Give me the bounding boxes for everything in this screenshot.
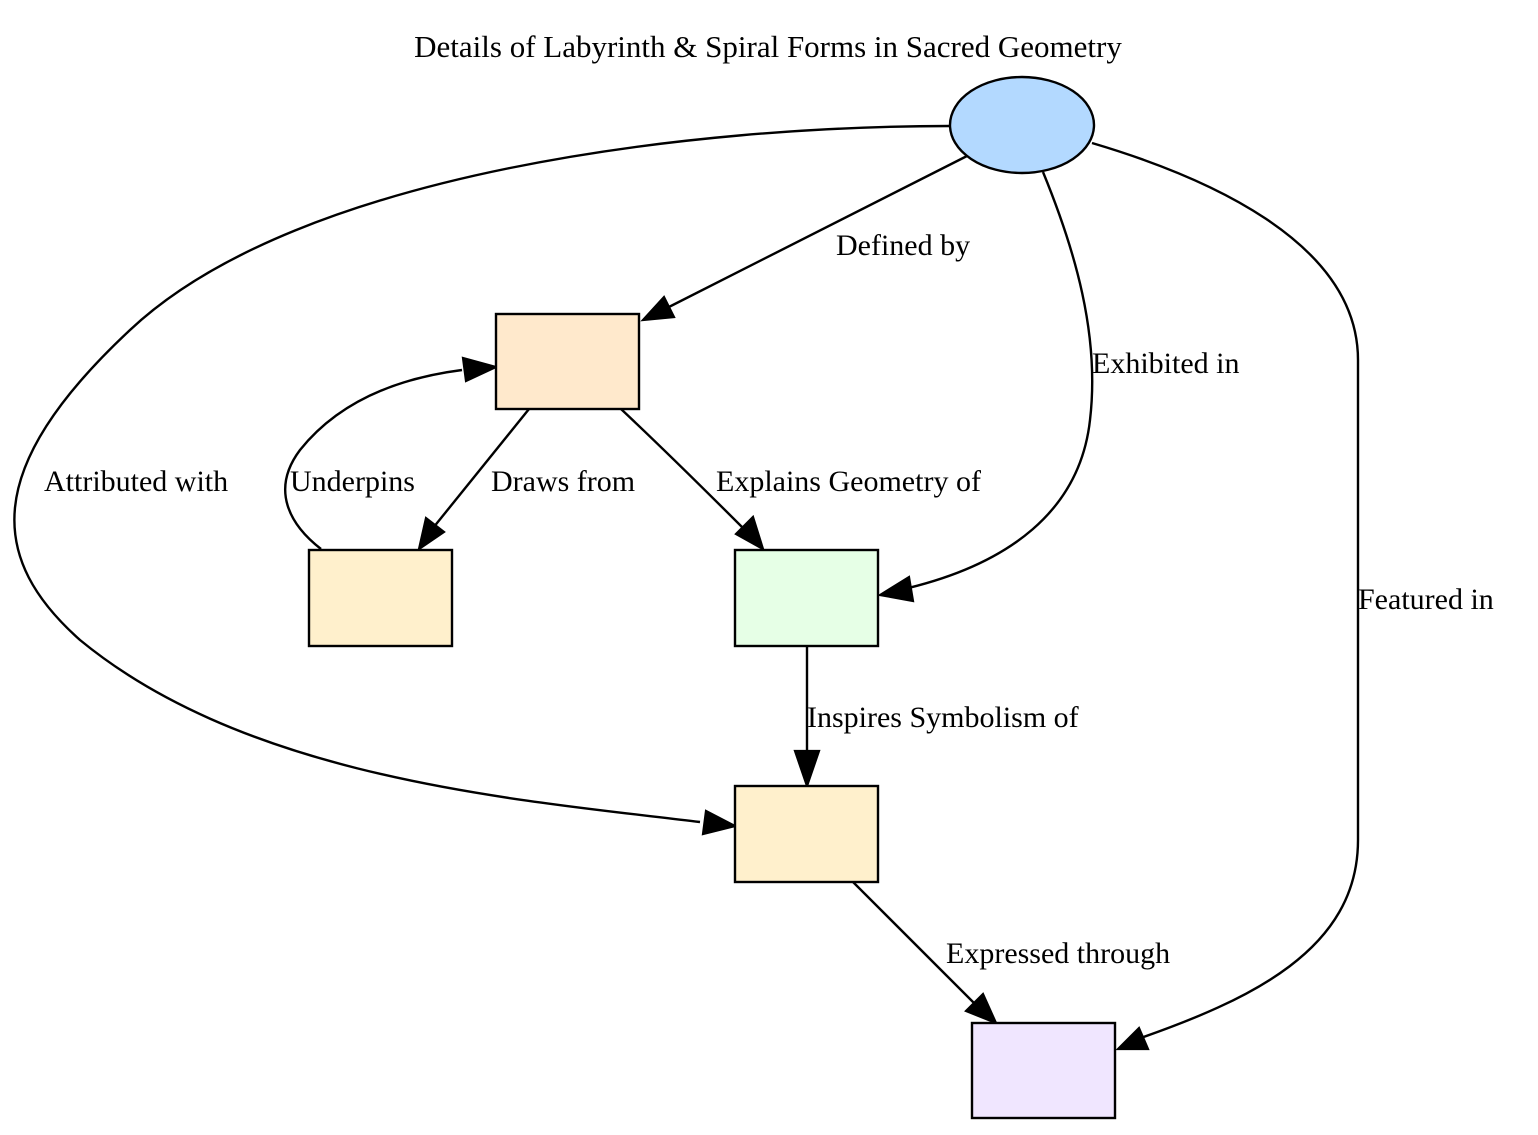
edge-expressed-through: Expressed through — [853, 882, 1170, 1023]
node-mathematics — [496, 314, 639, 409]
edge-label-draws-from: Draws from — [491, 465, 635, 498]
edge-explains-geometry-of: Explains Geometry of — [621, 409, 981, 549]
node-root — [950, 77, 1094, 173]
edge-draws-from: Draws from — [419, 409, 635, 549]
arrowhead — [880, 577, 913, 601]
arrowhead — [795, 751, 819, 786]
edge-label-attributed-with: Attributed with — [44, 465, 228, 498]
edge-label-expressed-through: Expressed through — [946, 937, 1170, 970]
edge-defined-by: Defined by — [643, 156, 970, 320]
diagram-title: Details of Labyrinth & Spiral Forms in S… — [414, 29, 1122, 64]
edge-label-exhibited-in: Exhibited in — [1092, 347, 1239, 380]
edge-label-inspires-symbolism-of: Inspires Symbolism of — [807, 701, 1079, 734]
arrowhead — [1118, 1028, 1148, 1049]
arrowhead — [736, 517, 763, 549]
node-symbolism — [735, 786, 878, 882]
edge-underpins: Underpins — [285, 358, 496, 549]
arrowhead — [643, 297, 674, 320]
edge-inspires-symbolism-of: Inspires Symbolism of — [795, 646, 1079, 786]
edge-label-explains-geometry-of: Explains Geometry of — [716, 465, 981, 498]
node-art-shape — [972, 1023, 1115, 1118]
node-tradition — [309, 550, 452, 646]
edge-label-underpins: Underpins — [290, 465, 415, 498]
node-natural-forms-shape — [735, 550, 878, 646]
arrowhead — [463, 358, 496, 381]
node-tradition-shape — [309, 550, 452, 646]
node-natural-forms — [735, 550, 878, 646]
node-root-shape — [950, 77, 1094, 173]
arrowhead — [419, 518, 444, 549]
edge-label-defined-by: Defined by — [836, 229, 970, 262]
node-art — [972, 1023, 1115, 1118]
edge-label-featured-in: Featured in — [1358, 583, 1494, 616]
node-symbolism-shape — [735, 786, 878, 882]
edge-featured-in: Featured in — [1092, 143, 1494, 1049]
arrowhead — [703, 811, 735, 834]
node-mathematics-shape — [496, 314, 639, 409]
